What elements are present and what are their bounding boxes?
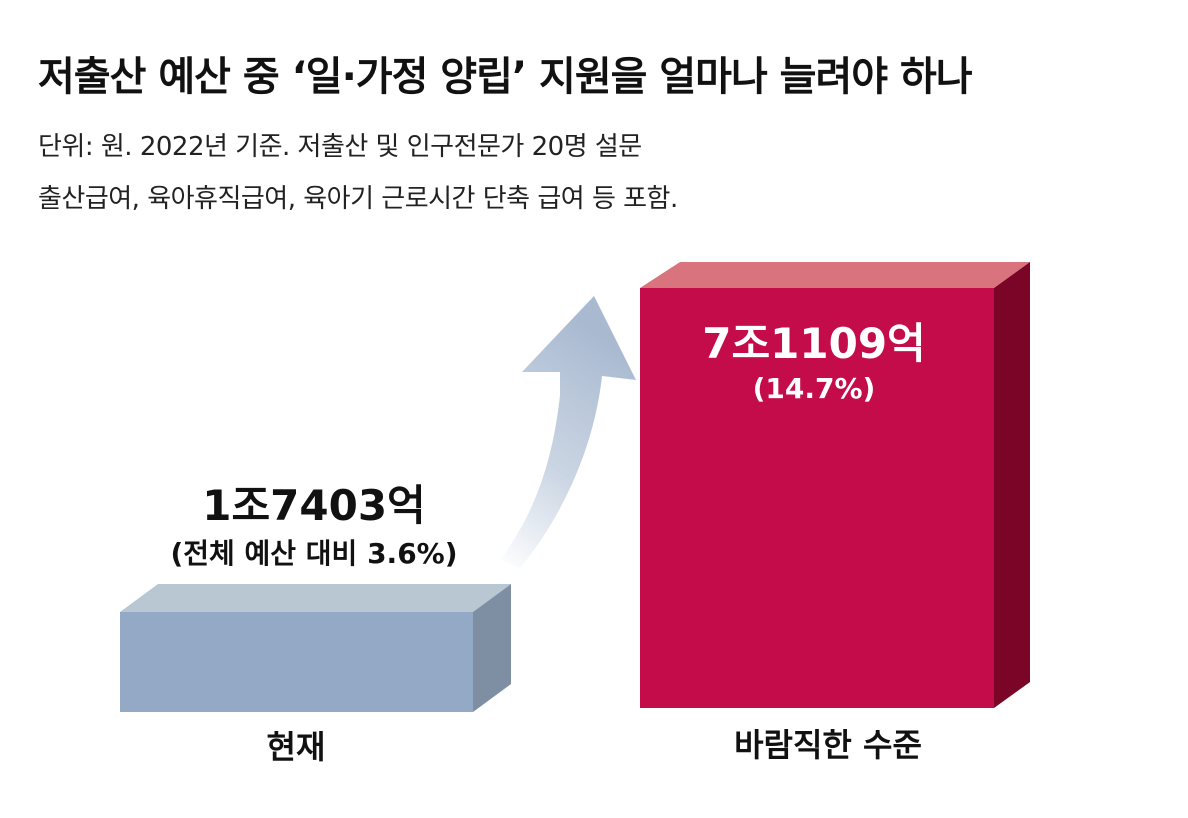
bar-current-side (473, 584, 511, 712)
bar-desired (640, 262, 1030, 708)
value-label-current: 1조7403억 (202, 481, 425, 530)
bar-desired-front (640, 288, 994, 708)
bar-desired-side (994, 262, 1030, 708)
growth-arrow-icon (500, 296, 636, 568)
chart-subtitle-unit: 단위: 원. 2022년 기준. 저출산 및 인구전문가 20명 설문 (38, 132, 642, 162)
chart-title: 저출산 예산 중 ‘일·가정 양립’ 지원을 얼마나 늘려야 하나 (38, 54, 973, 100)
share-label-desired: (14.7%) (753, 372, 876, 405)
bar-current-front (120, 612, 473, 712)
chart-subtitle-note: 출산급여, 육아휴직급여, 육아기 근로시간 단축 급여 등 포함. (38, 184, 678, 214)
bar-current (120, 584, 511, 712)
bar-current-top (120, 584, 511, 612)
value-label-desired: 7조1109억 (702, 319, 925, 368)
category-label-current: 현재 (267, 728, 326, 766)
share-label-current: (전체 예산 대비 3.6%) (170, 537, 457, 570)
category-label-desired: 바람직한 수준 (734, 726, 922, 764)
bar-desired-top (640, 262, 1030, 288)
